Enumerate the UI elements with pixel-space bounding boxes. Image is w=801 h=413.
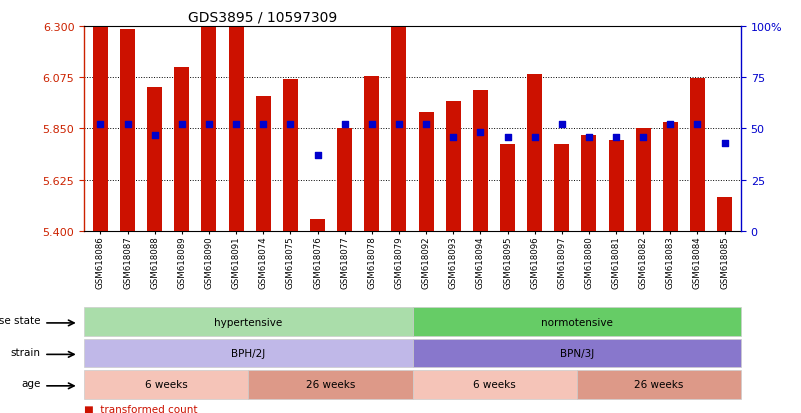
Bar: [175, 68, 189, 231]
Point: [474, 130, 487, 136]
Text: normotensive: normotensive: [541, 317, 613, 327]
Point: [365, 122, 378, 128]
Bar: [500, 145, 515, 231]
Text: BPN/3J: BPN/3J: [560, 348, 594, 358]
Point: [121, 122, 134, 128]
Bar: [364, 77, 379, 231]
Text: 6 weeks: 6 weeks: [145, 380, 187, 389]
Point: [447, 134, 460, 140]
Bar: [554, 145, 570, 231]
Text: 26 weeks: 26 weeks: [306, 380, 355, 389]
Bar: [256, 97, 271, 231]
Point: [610, 134, 622, 140]
Point: [148, 132, 161, 138]
Text: strain: strain: [10, 347, 40, 357]
Bar: [663, 122, 678, 231]
Point: [501, 134, 514, 140]
Bar: [228, 28, 244, 231]
Bar: [419, 113, 433, 231]
Text: disease state: disease state: [0, 316, 40, 325]
Text: BPH/2J: BPH/2J: [231, 348, 265, 358]
Bar: [392, 28, 406, 231]
Bar: [582, 136, 597, 231]
Text: hypertensive: hypertensive: [214, 317, 283, 327]
Point: [664, 122, 677, 128]
Point: [284, 122, 297, 128]
Point: [203, 122, 215, 128]
Point: [230, 122, 243, 128]
Point: [311, 152, 324, 159]
Bar: [337, 129, 352, 231]
Bar: [147, 88, 162, 231]
Bar: [690, 79, 705, 231]
Point: [338, 122, 351, 128]
Text: age: age: [21, 378, 40, 388]
Point: [637, 134, 650, 140]
Bar: [446, 102, 461, 231]
Point: [420, 122, 433, 128]
Text: ■  transformed count: ■ transformed count: [84, 404, 198, 413]
Bar: [202, 28, 216, 231]
Text: 6 weeks: 6 weeks: [473, 380, 516, 389]
Point: [691, 122, 704, 128]
Bar: [283, 80, 298, 231]
Point: [718, 140, 731, 147]
Text: 26 weeks: 26 weeks: [634, 380, 683, 389]
Point: [582, 134, 595, 140]
Bar: [93, 28, 108, 231]
Point: [175, 122, 188, 128]
Point: [94, 122, 107, 128]
Bar: [717, 197, 732, 231]
Point: [257, 122, 270, 128]
Point: [392, 122, 405, 128]
Point: [555, 122, 568, 128]
Bar: [473, 90, 488, 231]
Bar: [527, 75, 542, 231]
Text: GDS3895 / 10597309: GDS3895 / 10597309: [188, 11, 337, 25]
Point: [528, 134, 541, 140]
Bar: [609, 140, 623, 231]
Bar: [310, 220, 325, 231]
Bar: [120, 30, 135, 231]
Bar: [636, 129, 650, 231]
